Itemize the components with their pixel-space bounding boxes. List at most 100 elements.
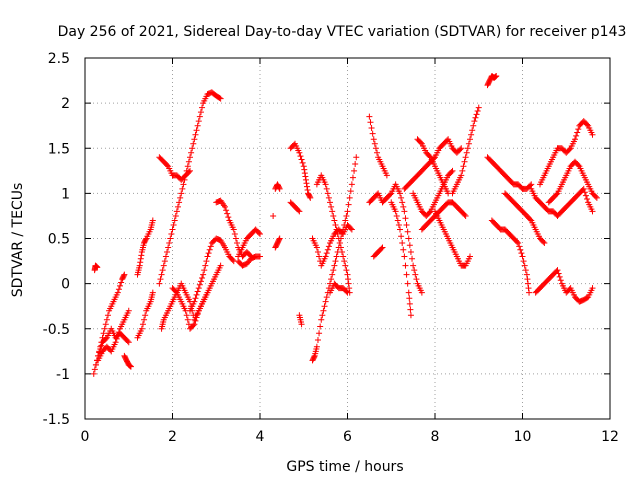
- data-point: [187, 154, 193, 161]
- data-point: [351, 167, 358, 174]
- data-point: [368, 124, 375, 131]
- y-axis-ticks: -1.5 -1 -0.5 0 0.5 1 1.5 2 2.5: [43, 51, 610, 428]
- data-point: [514, 238, 521, 245]
- data-point: [522, 267, 529, 274]
- data-point: [556, 273, 563, 280]
- series-track-22: [309, 154, 360, 364]
- data-point: [592, 193, 599, 200]
- data-point: [379, 244, 386, 251]
- data-point: [575, 162, 582, 169]
- data-point: [114, 332, 121, 339]
- data-point: [471, 118, 478, 125]
- data-point: [276, 185, 283, 192]
- data-point: [162, 253, 169, 260]
- data-point: [314, 249, 321, 256]
- data-point: [403, 221, 410, 228]
- data-point: [332, 221, 339, 228]
- data-point: [517, 246, 524, 253]
- data-point: [168, 230, 175, 237]
- data-point: [392, 208, 399, 215]
- data-point: [402, 215, 409, 222]
- y-tick-label: 0.5: [48, 232, 70, 248]
- data-point: [103, 316, 110, 323]
- data-point: [99, 334, 106, 341]
- data-point: [525, 285, 532, 292]
- data-point: [182, 172, 189, 179]
- data-point: [541, 240, 548, 247]
- data-point: [320, 307, 327, 314]
- series-track-7: [134, 217, 156, 278]
- series-track-17: [272, 181, 283, 192]
- data-point: [406, 300, 413, 307]
- data-point: [161, 258, 168, 265]
- data-point: [343, 288, 350, 295]
- series-track-19: [287, 140, 314, 201]
- data-point: [461, 158, 468, 165]
- series-track-1: [91, 262, 101, 274]
- data-point: [91, 366, 98, 373]
- data-point: [304, 186, 311, 193]
- series-track-29: [388, 199, 414, 319]
- series-track-41: [528, 185, 596, 219]
- data-point: [257, 253, 263, 260]
- data-point: [204, 253, 211, 260]
- data-point: [199, 274, 206, 281]
- data-point: [302, 176, 309, 183]
- data-point: [276, 236, 283, 243]
- data-point: [138, 325, 145, 332]
- data-point: [462, 212, 469, 219]
- data-point: [325, 194, 332, 201]
- data-point: [196, 281, 203, 288]
- series-track-28: [366, 181, 425, 296]
- data-point: [314, 337, 321, 344]
- data-point: [160, 262, 167, 269]
- data-point: [574, 129, 581, 136]
- data-point: [527, 216, 534, 223]
- data-point: [383, 172, 390, 179]
- data-point: [348, 181, 355, 188]
- data-point: [165, 244, 172, 251]
- data-point: [171, 217, 178, 224]
- data-point: [193, 314, 200, 321]
- data-point: [189, 145, 196, 152]
- data-point: [184, 163, 191, 170]
- x-tick-label: 4: [256, 429, 265, 445]
- data-point: [190, 322, 197, 329]
- data-point: [98, 339, 105, 346]
- data-point: [581, 189, 588, 196]
- data-point: [207, 243, 214, 250]
- data-point: [372, 145, 379, 152]
- data-point: [467, 136, 473, 143]
- data-point: [411, 267, 418, 274]
- data-point: [192, 131, 199, 138]
- data-point: [344, 289, 351, 296]
- data-point: [223, 207, 230, 214]
- data-point: [317, 323, 324, 330]
- data-point: [330, 267, 337, 274]
- data-point: [197, 109, 204, 116]
- data-point: [342, 262, 349, 269]
- data-point: [115, 329, 122, 336]
- data-point: [349, 174, 356, 181]
- data-point: [371, 140, 378, 147]
- data-point: [217, 95, 224, 102]
- data-point: [188, 149, 195, 156]
- data-point: [304, 183, 311, 190]
- data-point: [366, 113, 373, 120]
- data-point: [158, 271, 165, 278]
- data-point: [97, 343, 104, 350]
- data-point: [164, 162, 171, 169]
- data-point: [575, 126, 582, 133]
- data-point: [404, 228, 411, 235]
- data-point: [115, 286, 122, 293]
- data-point: [324, 246, 331, 253]
- data-point: [295, 207, 302, 214]
- data-point: [232, 235, 239, 242]
- data-point: [540, 238, 547, 245]
- data-point: [409, 255, 416, 262]
- data-point: [374, 149, 381, 156]
- data-point: [401, 208, 408, 215]
- series-track-12: [187, 235, 237, 314]
- x-tick-label: 8: [431, 429, 440, 445]
- data-point: [473, 111, 480, 118]
